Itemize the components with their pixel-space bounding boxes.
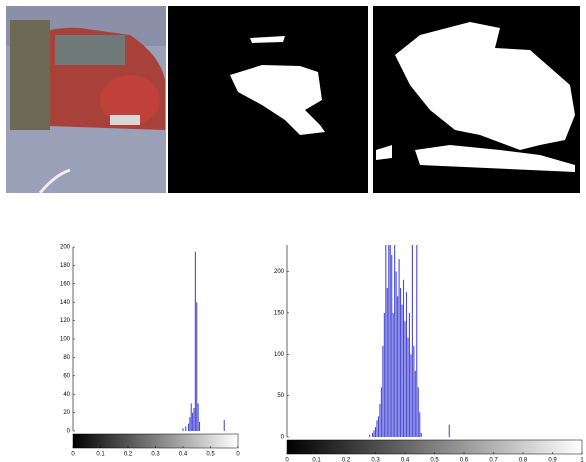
y-tick-label: 50 [277,393,284,399]
y-tick-label: 20 [63,410,70,416]
x-tick-label: 0.9 [548,458,557,462]
x-tick-label: 0.8 [519,458,528,462]
y-tick-label: 80 [63,355,70,361]
x-tick-label: 0.2 [124,452,133,458]
x-tick-label: 0.7 [489,458,498,462]
x-tick-label: 0.1 [312,458,321,462]
x-tick-label: 0.2 [342,458,351,462]
y-tick-label: 60 [63,373,70,379]
y-tick-label: 100 [274,352,285,358]
mask-1 [168,6,368,193]
x-tick-label: 0 [236,452,240,458]
colorbar [73,434,238,448]
y-tick-label: 100 [60,337,71,343]
x-tick-label: 1 [580,458,584,462]
x-tick-label: 0.3 [151,452,160,458]
y-tick-label: 200 [274,269,285,275]
y-tick-label: 0 [67,429,71,435]
y-tick-label: 0 [281,435,285,441]
y-tick-label: 200 [60,245,71,251]
y-tick-label: 160 [60,281,71,287]
x-tick-label: 0.3 [371,458,380,462]
y-tick-label: 120 [60,318,71,324]
y-tick-label: 180 [60,263,71,269]
x-tick-label: 0.5 [430,458,439,462]
y-tick-label: 140 [60,300,71,306]
colorbar [287,440,582,454]
x-tick-label: 0 [285,458,289,462]
mask-2 [373,6,580,193]
x-tick-label: 0.1 [96,452,105,458]
x-tick-label: 0.4 [179,452,188,458]
x-tick-label: 0 [71,452,75,458]
x-tick-label: 0.4 [401,458,410,462]
car-photo [6,6,166,193]
x-tick-label: 0.5 [206,452,215,458]
figure: 02040608010012014016018020000.10.20.30.4… [0,0,586,462]
x-tick-label: 0.6 [460,458,469,462]
y-tick-label: 40 [63,392,70,398]
y-tick-label: 150 [274,310,285,316]
